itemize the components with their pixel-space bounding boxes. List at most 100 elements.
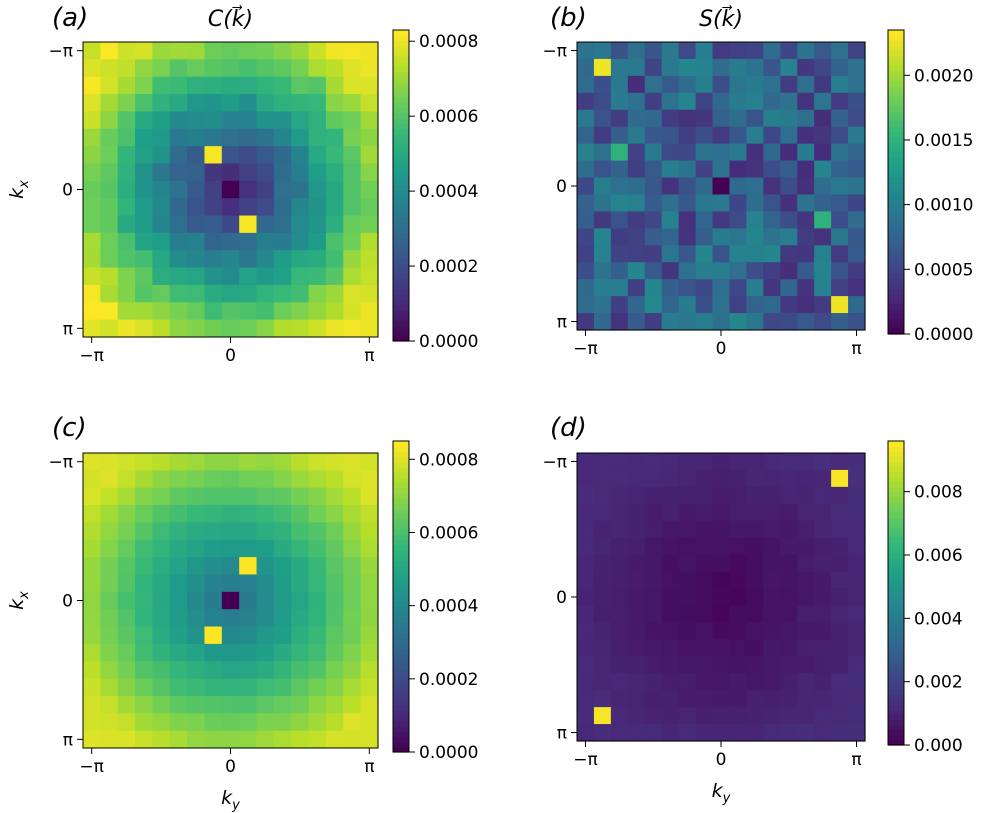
heatmap-cell xyxy=(117,539,136,558)
heatmap-cell xyxy=(780,520,798,539)
colorbar-segment xyxy=(888,598,904,604)
heatmap-cell xyxy=(814,58,832,77)
colorbar-segment xyxy=(393,498,409,504)
heatmap-cell xyxy=(187,609,206,628)
heatmap-cell xyxy=(239,94,258,113)
heatmap-cell xyxy=(593,622,612,640)
heatmap-cell xyxy=(221,661,240,680)
heatmap-cell xyxy=(644,503,663,522)
heatmap-cell xyxy=(204,591,223,610)
heatmap-cell xyxy=(831,279,849,297)
heatmap-cell xyxy=(291,128,310,147)
colorbar-segment xyxy=(888,258,904,264)
heatmap-cell xyxy=(678,211,697,229)
heatmap-cell xyxy=(593,296,612,314)
heatmap-cell xyxy=(644,296,663,314)
heatmap-cell xyxy=(712,160,731,179)
heatmap-cell xyxy=(678,58,697,77)
heatmap-cell xyxy=(360,319,379,338)
heatmap-cell xyxy=(644,262,663,280)
heatmap-cell xyxy=(343,695,362,714)
heatmap-cell xyxy=(627,588,646,607)
heatmap-cell xyxy=(135,42,154,60)
heatmap-cell xyxy=(593,520,612,539)
heatmap-cell xyxy=(325,591,344,610)
heatmap-cell xyxy=(848,42,866,60)
heatmap-cell xyxy=(273,198,292,217)
heatmap-cell xyxy=(152,76,171,95)
heatmap-cell xyxy=(256,591,275,610)
heatmap-cell xyxy=(273,76,292,95)
colorbar-tick-label: 0.0010 xyxy=(914,196,973,216)
heatmap-cell xyxy=(593,160,612,179)
heatmap-cell xyxy=(204,267,223,286)
heatmap-cell xyxy=(152,59,171,78)
colorbar-segment xyxy=(393,330,409,337)
heatmap-cell xyxy=(831,656,849,674)
colorbar-segment xyxy=(888,30,904,36)
heatmap-cell xyxy=(661,228,680,246)
colorbar-segment xyxy=(393,523,409,530)
heatmap-cell xyxy=(204,128,223,147)
heatmap-cell xyxy=(83,111,101,130)
heatmap-cell xyxy=(291,609,310,628)
heatmap-cell xyxy=(644,469,663,488)
heatmap-cell xyxy=(661,245,680,263)
heatmap-cell xyxy=(712,92,731,111)
colorbar-tick-label: 0.004 xyxy=(914,609,963,629)
colorbar-segment xyxy=(393,679,409,686)
colorbar-segment xyxy=(393,529,409,535)
heatmap-cell xyxy=(746,537,764,556)
heatmap-cell xyxy=(712,520,731,539)
heatmap-cell xyxy=(729,279,748,297)
colorbar-segment xyxy=(393,663,409,670)
heatmap-cell xyxy=(187,59,206,78)
heatmap-cell xyxy=(169,128,188,147)
heatmap-cell xyxy=(221,267,240,286)
colorbar-segment xyxy=(888,156,904,163)
heatmap-cell xyxy=(83,695,101,714)
colorbar-segment xyxy=(393,175,409,181)
heatmap-cell xyxy=(661,160,680,179)
heatmap-cell xyxy=(308,713,327,732)
heatmap-cell xyxy=(577,143,595,162)
colorbar-segment xyxy=(888,141,904,148)
colorbar-segment xyxy=(393,596,409,603)
heatmap-cell xyxy=(593,605,612,624)
y-tick-label: −π xyxy=(543,41,567,61)
colorbar-segment xyxy=(888,724,904,731)
heatmap-cell xyxy=(221,453,240,471)
heatmap-cell xyxy=(273,59,292,78)
colorbar-segment xyxy=(393,726,409,732)
x-axis-label: ky xyxy=(712,780,731,806)
colorbar-segment xyxy=(888,552,904,559)
heatmap-cell xyxy=(729,673,748,691)
colorbar-segment xyxy=(393,66,409,73)
heatmap-cell xyxy=(256,232,275,251)
heatmap-cell xyxy=(627,639,646,657)
heatmap-cell xyxy=(83,76,101,95)
y-axis-label: kx xyxy=(6,180,32,199)
heatmap-cell xyxy=(273,128,292,147)
heatmap-cell xyxy=(831,75,849,94)
heatmap-cell xyxy=(763,520,781,539)
heatmap-cell xyxy=(661,537,680,556)
heatmap-cell xyxy=(831,177,849,196)
heatmap-cell xyxy=(746,42,764,60)
colorbar-segment xyxy=(888,739,904,746)
heatmap-cell xyxy=(83,505,101,524)
colorbar-segment xyxy=(888,212,904,219)
heatmap-cell xyxy=(627,58,646,77)
colorbar-segment xyxy=(888,537,904,543)
heatmap-cell xyxy=(780,211,798,229)
heatmap-cell xyxy=(221,302,240,321)
heatmap-cell xyxy=(814,194,832,213)
heatmap-cell xyxy=(610,279,629,297)
heatmap-cell xyxy=(593,279,612,297)
heatmap-cell xyxy=(204,539,223,558)
heatmap-cell xyxy=(135,609,154,628)
heatmap-cell xyxy=(117,59,136,78)
heatmap-cell xyxy=(204,713,223,732)
heatmap-cell xyxy=(256,215,275,234)
heatmap-cell xyxy=(135,470,154,489)
